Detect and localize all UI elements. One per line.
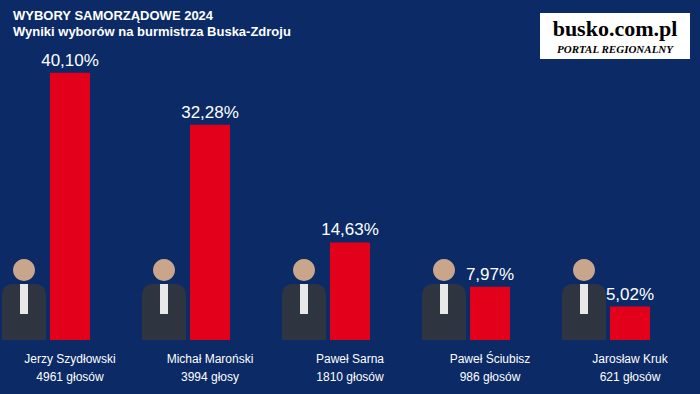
svg-text:4961 głosów: 4961 głosów bbox=[36, 370, 104, 384]
svg-text:3994 głosy: 3994 głosy bbox=[181, 370, 239, 384]
svg-text:32,28%: 32,28% bbox=[181, 103, 239, 122]
svg-text:Paweł Ściubisz: Paweł Ściubisz bbox=[450, 351, 531, 366]
svg-text:Paweł Sarna: Paweł Sarna bbox=[316, 352, 384, 366]
svg-text:5,02%: 5,02% bbox=[606, 285, 654, 304]
svg-text:40,10%: 40,10% bbox=[41, 51, 99, 70]
svg-text:986 głosów: 986 głosów bbox=[460, 370, 521, 384]
svg-text:1810 głosów: 1810 głosów bbox=[316, 370, 384, 384]
svg-text:Jarosław Kruk: Jarosław Kruk bbox=[592, 352, 668, 366]
svg-text:busko.com.pl: busko.com.pl bbox=[553, 16, 678, 41]
svg-text:PORTAL REGIONALNY: PORTAL REGIONALNY bbox=[557, 43, 674, 55]
svg-text:Jerzy Szydłowski: Jerzy Szydłowski bbox=[24, 352, 115, 366]
svg-text:7,97%: 7,97% bbox=[466, 265, 514, 284]
svg-text:WYBORY SAMORZĄDOWE 2024: WYBORY SAMORZĄDOWE 2024 bbox=[13, 8, 214, 23]
svg-text:621 głosów: 621 głosów bbox=[600, 370, 661, 384]
svg-text:14,63%: 14,63% bbox=[321, 220, 379, 239]
svg-text:Michał Maroński: Michał Maroński bbox=[167, 352, 254, 366]
svg-text:Wyniki wyborów na burmistrza B: Wyniki wyborów na burmistrza Buska-Zdroj… bbox=[13, 24, 291, 39]
